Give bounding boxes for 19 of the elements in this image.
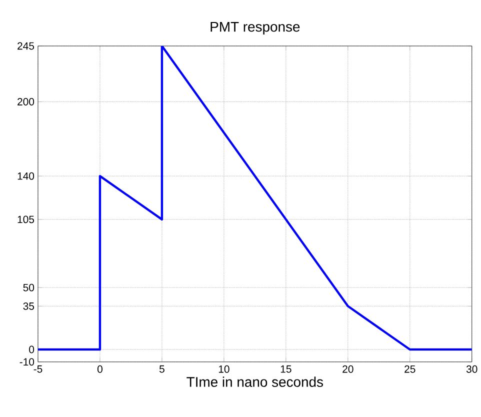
- x-tick-label: 25: [404, 365, 416, 373]
- x-tick-label: 5: [159, 365, 164, 373]
- y-tick-label: 105: [18, 216, 34, 224]
- y-tick-label: 245: [18, 42, 34, 50]
- line-series: [38, 46, 472, 351]
- x-tick-label: -5: [34, 365, 42, 373]
- x-tick-label: 15: [280, 365, 292, 373]
- chart-title: PMT response: [210, 22, 300, 35]
- y-tick-label: 0: [29, 346, 34, 354]
- x-tick-label: 30: [466, 365, 478, 373]
- x-tick-label: 20: [342, 365, 354, 373]
- x-tick-label: 10: [218, 365, 230, 373]
- y-tick-label: 200: [18, 98, 34, 106]
- y-tick-label: 140: [18, 172, 34, 180]
- y-tick-label: 50: [23, 284, 34, 292]
- y-tick-label: -10: [20, 358, 34, 366]
- y-tick-label: 35: [23, 302, 34, 310]
- x-axis-title: TIme in nano seconds: [186, 376, 323, 387]
- x-tick-label: 0: [97, 365, 102, 373]
